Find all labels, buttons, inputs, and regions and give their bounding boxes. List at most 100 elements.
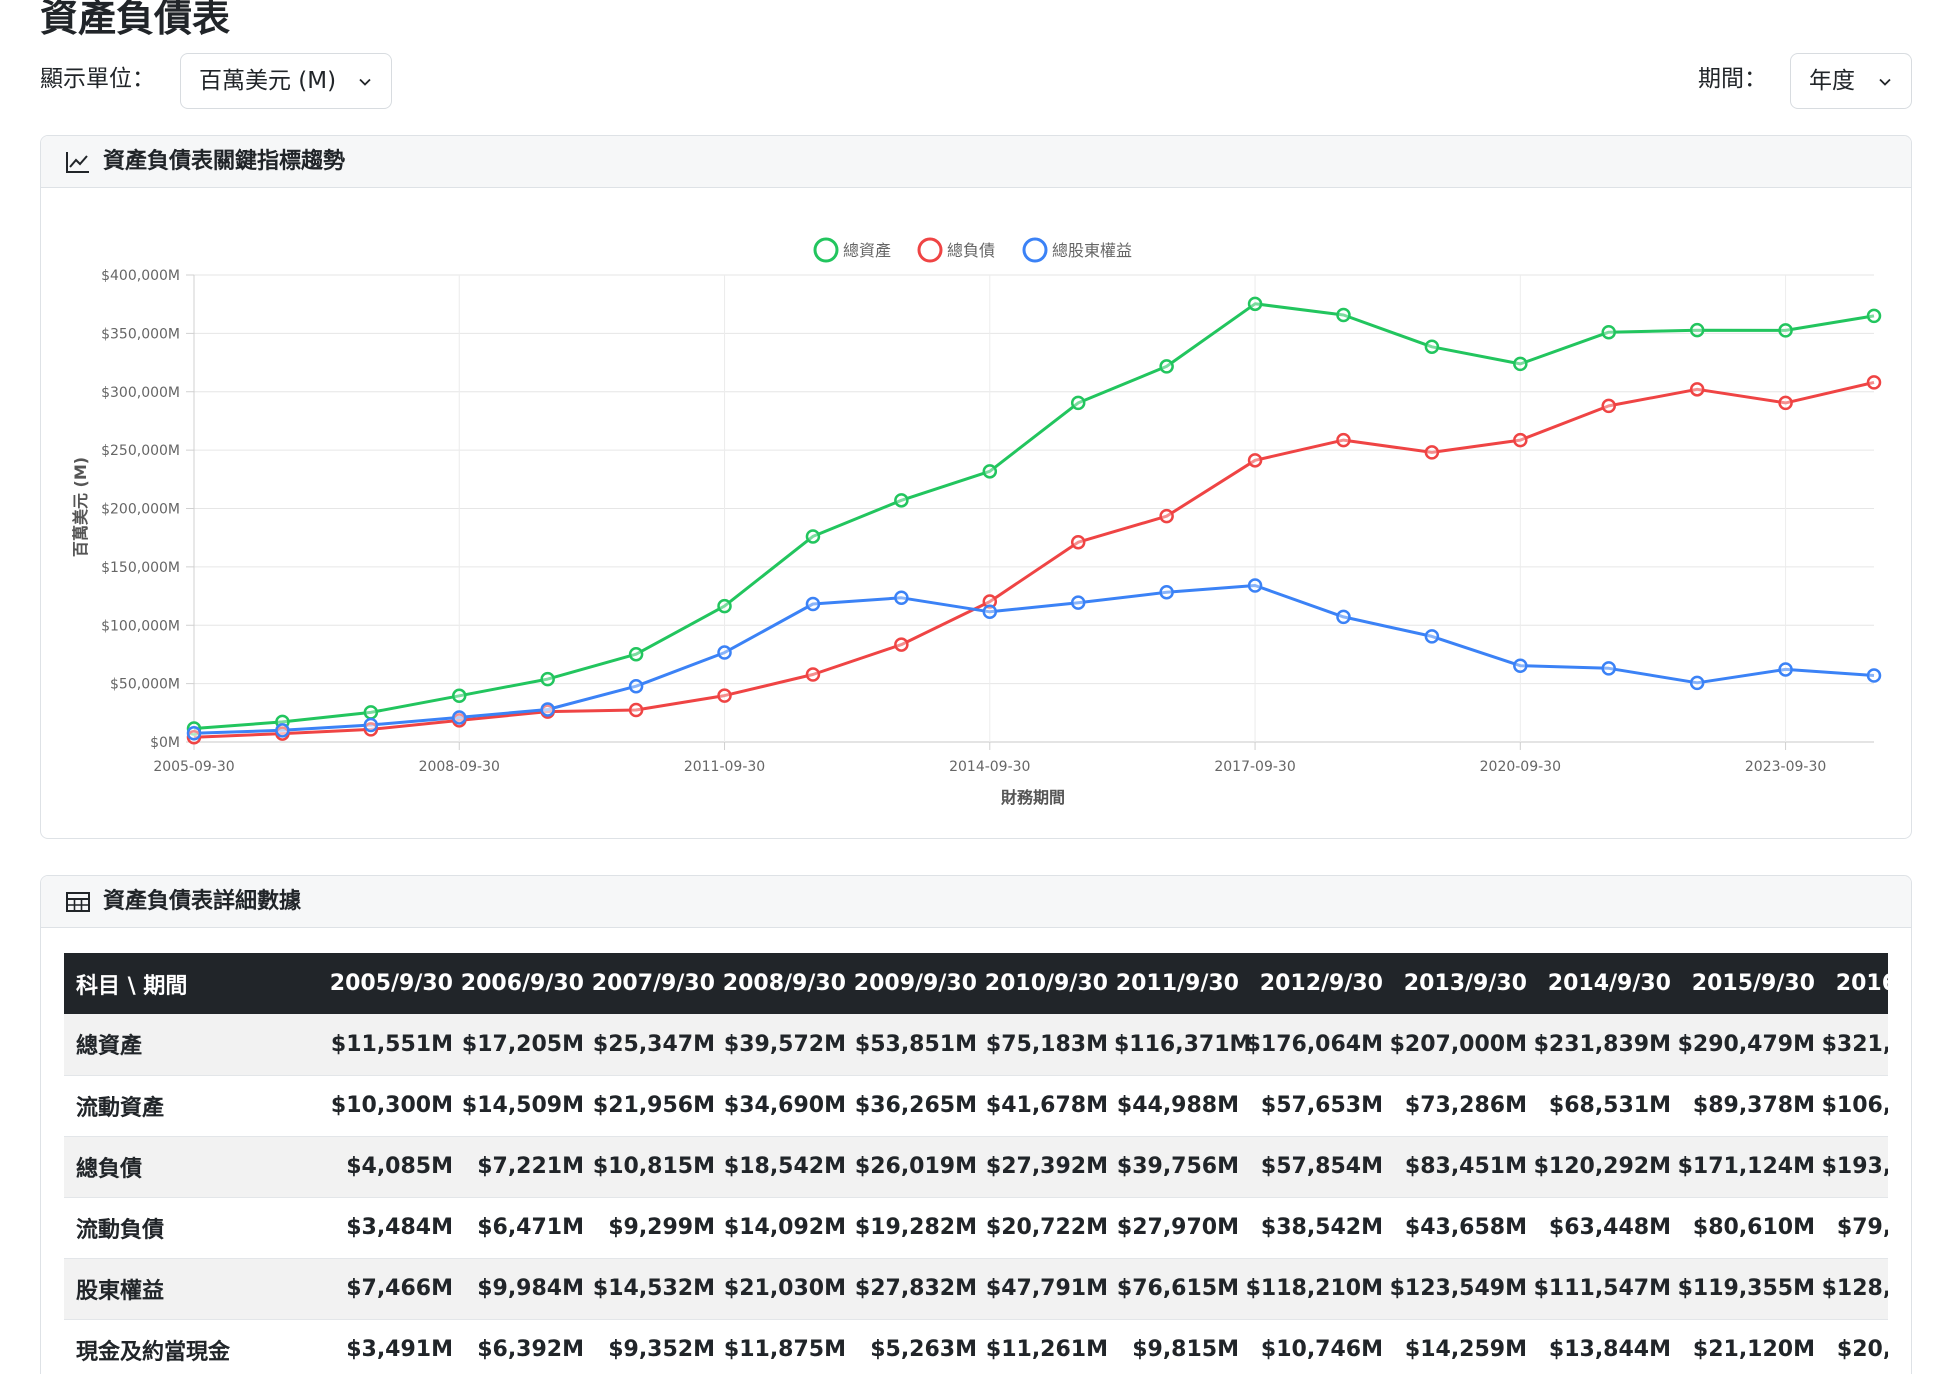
data-point[interactable] xyxy=(1424,629,1440,644)
data-point[interactable] xyxy=(805,667,821,682)
table-cell: $27,832M xyxy=(852,1258,983,1320)
data-point[interactable] xyxy=(628,702,644,718)
data-point[interactable] xyxy=(363,705,379,720)
table-cell: $290,479M xyxy=(1677,1014,1821,1076)
data-point[interactable] xyxy=(1866,308,1882,324)
data-point[interactable] xyxy=(1424,339,1440,355)
table-row: 現金及約當現金 $3,491M $6,392M $9,352M $11,875M $5,2… xyxy=(64,1319,1888,1374)
data-point[interactable] xyxy=(1070,595,1086,610)
data-point[interactable] xyxy=(1601,398,1616,414)
data-point[interactable] xyxy=(363,717,379,733)
data-point[interactable] xyxy=(1778,395,1793,411)
table-row-label: 股東權益 xyxy=(64,1258,328,1320)
data-point[interactable] xyxy=(1159,359,1174,374)
y-tick-label: $300,000M xyxy=(101,385,180,401)
balance-sheet-table-scroll[interactable]: 科目 \ 期間 2005/9/30 2006/9/30 2007/9/30 20… xyxy=(64,953,1888,1374)
table-cell: $111,547M xyxy=(1533,1258,1677,1320)
unit-select[interactable]: 百萬美元 (M) xyxy=(180,53,392,109)
data-point[interactable] xyxy=(452,710,467,725)
data-point[interactable] xyxy=(1601,661,1616,676)
data-point[interactable] xyxy=(628,678,644,694)
table-cell: $9,815M xyxy=(1114,1319,1245,1374)
chart-legend: 總資產 總負債 總股東權益 xyxy=(813,237,1132,263)
data-point[interactable] xyxy=(805,596,821,612)
data-point[interactable] xyxy=(982,464,998,479)
data-point[interactable] xyxy=(1689,382,1705,397)
table-cell: $21,120M xyxy=(1677,1319,1821,1374)
table-cell: $27,970M xyxy=(1114,1197,1245,1259)
data-point[interactable] xyxy=(894,637,909,652)
data-point[interactable] xyxy=(1778,323,1793,338)
data-point[interactable] xyxy=(1778,662,1793,677)
data-point[interactable] xyxy=(1336,432,1351,448)
table-header-period: 2006/9/30 xyxy=(459,953,590,1014)
data-point[interactable] xyxy=(363,722,379,737)
table-row: 總負債 $4,085M $7,221M $10,815M $18,542M $26,019… xyxy=(64,1136,1888,1198)
table-header-row: 科目 \ 期間 2005/9/30 2006/9/30 2007/9/30 20… xyxy=(64,953,1888,1014)
chart-grid xyxy=(193,274,1874,743)
table-cell: $14,259M xyxy=(1389,1319,1533,1374)
data-point[interactable] xyxy=(1336,609,1351,625)
data-point[interactable] xyxy=(1070,395,1086,411)
data-point[interactable] xyxy=(894,590,909,606)
data-point[interactable] xyxy=(894,493,909,508)
data-point[interactable] xyxy=(805,529,821,544)
table-cell: $79,006M xyxy=(1821,1197,1888,1259)
data-point[interactable] xyxy=(186,726,202,741)
data-point[interactable] xyxy=(1159,585,1174,600)
data-point[interactable] xyxy=(717,645,732,660)
table-cell: $6,471M xyxy=(459,1197,590,1259)
balance-sheet-table: 科目 \ 期間 2005/9/30 2006/9/30 2007/9/30 20… xyxy=(64,953,1888,1374)
legend-label[interactable]: 總股東權益 xyxy=(1052,241,1132,260)
line-chart-icon xyxy=(66,152,89,173)
series-line-2 xyxy=(193,584,1875,735)
data-point[interactable] xyxy=(540,671,555,687)
data-point[interactable] xyxy=(1247,578,1263,593)
table-header-period: 2005/9/30 xyxy=(328,953,459,1014)
table-row-label: 流動負債 xyxy=(64,1197,328,1259)
data-point[interactable] xyxy=(1689,322,1705,338)
data-point[interactable] xyxy=(1513,432,1528,448)
table-cell: $75,183M xyxy=(983,1014,1114,1076)
table-cell: $3,484M xyxy=(328,1197,459,1259)
data-point[interactable] xyxy=(1689,675,1705,691)
data-point[interactable] xyxy=(1866,668,1882,683)
x-tick-label: 2014-09-30 xyxy=(949,759,1030,775)
y-tick-label: $350,000M xyxy=(101,326,180,342)
data-point[interactable] xyxy=(1070,534,1086,550)
data-point[interactable] xyxy=(1159,508,1174,524)
table-cell: $20,484M xyxy=(1821,1319,1888,1374)
data-point[interactable] xyxy=(1513,356,1528,372)
legend-label[interactable]: 總負債 xyxy=(947,241,995,260)
table-header-period: 2015/9/30 xyxy=(1677,953,1821,1014)
table-cell: $321,686M xyxy=(1821,1014,1888,1076)
data-point[interactable] xyxy=(1513,658,1528,673)
y-tick-label: $400,000M xyxy=(101,268,180,284)
table-cell: $7,466M xyxy=(328,1258,459,1320)
data-point[interactable] xyxy=(982,594,998,609)
x-tick-label: 2008-09-30 xyxy=(419,759,500,775)
data-point[interactable] xyxy=(540,702,555,717)
table-cell: $19,282M xyxy=(852,1197,983,1259)
data-point[interactable] xyxy=(1247,453,1263,468)
data-point[interactable] xyxy=(275,723,290,738)
table-cell: $9,984M xyxy=(459,1258,590,1320)
data-point[interactable] xyxy=(717,688,732,703)
data-point[interactable] xyxy=(628,646,644,662)
data-point[interactable] xyxy=(1424,445,1440,460)
data-point[interactable] xyxy=(1866,375,1882,390)
legend-label[interactable]: 總資產 xyxy=(843,241,891,260)
table-header-label: 科目 \ 期間 xyxy=(64,953,328,1014)
data-point[interactable] xyxy=(982,604,998,620)
data-point[interactable] xyxy=(717,598,732,614)
period-select[interactable]: 年度 xyxy=(1790,53,1912,109)
data-point[interactable] xyxy=(1601,324,1616,340)
table-cell: $89,378M xyxy=(1677,1075,1821,1137)
legend-marker[interactable] xyxy=(917,237,943,263)
legend-marker[interactable] xyxy=(813,237,839,263)
legend-marker[interactable] xyxy=(1022,237,1048,263)
data-point[interactable] xyxy=(1247,296,1263,312)
data-point[interactable] xyxy=(452,688,467,704)
table-cell: $11,261M xyxy=(983,1319,1114,1374)
data-point[interactable] xyxy=(1336,307,1351,323)
